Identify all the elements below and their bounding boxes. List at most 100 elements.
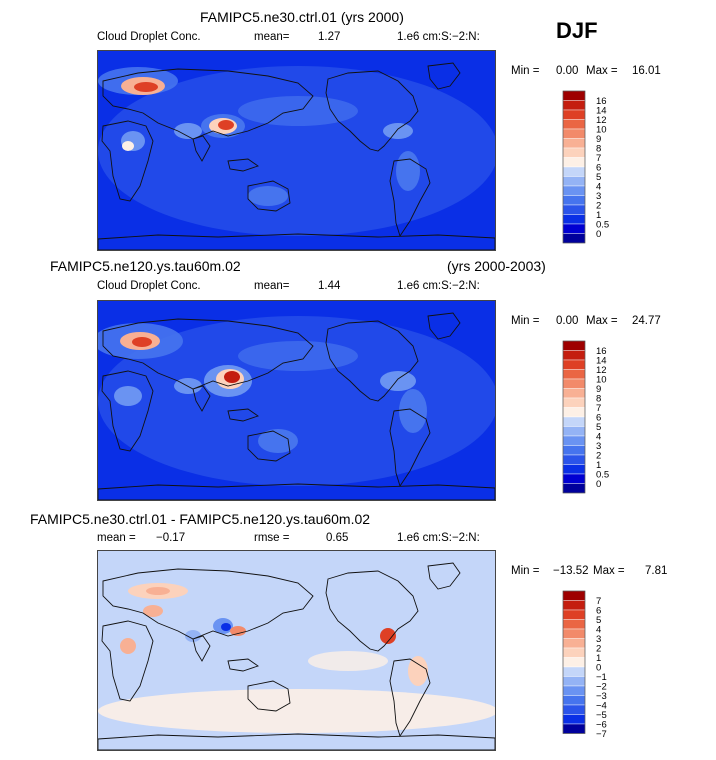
panel3-colorbar-swatch <box>562 647 586 658</box>
panel1-colorbar-tick-label: 5 <box>596 172 601 183</box>
panel2-colorbar-swatch <box>562 426 586 437</box>
panel2-field-region <box>258 429 298 453</box>
panel1-colorbar-tick-label: 0.5 <box>596 220 609 231</box>
panel2-field-region <box>380 371 416 391</box>
panel1-colorbar-tick-label: 8 <box>596 144 601 155</box>
panel2-colorbar-swatch <box>562 407 586 418</box>
panel1-variable: Cloud Droplet Conc. <box>97 31 201 43</box>
panel2-colorbar-swatch <box>562 445 586 456</box>
panel3-colorbar-swatch <box>562 609 586 620</box>
panel3-min-value: −13.52 <box>553 565 589 577</box>
panel2-coastline <box>98 483 495 500</box>
panel2-title-right: (yrs 2000-2003) <box>447 258 546 274</box>
panel1-colorbar-tick-label: 6 <box>596 163 601 174</box>
panel2-colorbar-swatch <box>562 454 586 465</box>
panel2-colorbar-tick-label: 7 <box>596 403 601 414</box>
panel1-colorbar-swatch <box>562 119 586 130</box>
panel1-coastline <box>247 180 291 212</box>
panel1-colorbar-swatch <box>562 214 586 225</box>
panel1-coastline <box>98 233 495 250</box>
panel3-field-region <box>408 656 428 686</box>
panel2-field-region <box>238 341 358 371</box>
panel2-colorbar-tick-label: 9 <box>596 384 601 395</box>
panel1-min-value: 0.00 <box>556 65 579 77</box>
panel3-colorbar-tick-label: −6 <box>596 720 607 731</box>
panel3-mean-value: −0.17 <box>156 532 186 544</box>
panel2-colorbar-swatch <box>562 350 586 361</box>
panel2-colorbar-tick-label: 0.5 <box>596 470 609 481</box>
panel1-colorbar-swatch <box>562 195 586 206</box>
season-label: DJF <box>556 18 598 43</box>
panel2-coastline <box>427 312 461 340</box>
panel3-colorbar-tick-label: −7 <box>596 729 607 740</box>
panel1-field-region <box>396 151 420 191</box>
panel2-min-label: Min = <box>511 315 540 327</box>
panel1-colorbar-tick-label: 0 <box>596 229 601 240</box>
panel1-mean-value: 1.27 <box>318 31 341 43</box>
panel1-field-region <box>238 96 358 126</box>
panel2-colorbar-tick-label: 14 <box>596 356 607 367</box>
panel2-colorbar-tick-label: 3 <box>596 441 601 452</box>
panel3-colorbar-tick-label: −5 <box>596 710 607 721</box>
panel3-colorbar-swatch <box>562 619 586 630</box>
panel2-colorbar-tick-label: 0 <box>596 479 601 490</box>
panel2-colorbar-swatch <box>562 464 586 475</box>
panel1-colorbar-swatch <box>562 157 586 168</box>
panel1-colorbar-swatch <box>562 138 586 149</box>
panel1-colorbar-tick-label: 4 <box>596 182 601 193</box>
panel1-colorbar-frame <box>562 90 586 244</box>
panel1-colorbar-swatch <box>562 176 586 187</box>
panel1-coastline <box>101 120 154 202</box>
panel3-colorbar-tick-label: 2 <box>596 644 601 655</box>
panel3-colorbar-tick-label: 4 <box>596 625 601 636</box>
panel2-coastline <box>247 430 291 462</box>
panel3-colorbar-swatch <box>562 676 586 687</box>
panel1-max-value: 16.01 <box>632 65 661 77</box>
panel1-min-label: Min = <box>511 65 540 77</box>
panel1-colorbar-swatch <box>562 185 586 196</box>
panel1-field-region <box>383 123 413 139</box>
panel2-field-region <box>132 337 152 347</box>
panel1-mean-label: mean= <box>254 31 290 43</box>
panel2-colorbar-tick-label: 2 <box>596 451 601 462</box>
panel1-colorbar-swatch <box>562 166 586 177</box>
panel2-colorbar-swatch <box>562 483 586 494</box>
panel3-map-svg <box>98 551 495 750</box>
panel3-colorbar-tick-label: 6 <box>596 606 601 617</box>
panel2-coastline <box>101 370 154 452</box>
panel1-units: 1.e6 cm:S:−2:N: <box>397 31 480 43</box>
panel3-colorbar-tick-label: 7 <box>596 596 601 607</box>
panel3-colorbar-swatch <box>562 704 586 715</box>
panel3-field-region <box>230 626 246 636</box>
panel1-colorbar-tick-label: 12 <box>596 115 607 126</box>
panel3-max-value: 7.81 <box>645 565 668 577</box>
panel2-colorbar-swatch <box>562 388 586 399</box>
panel2-title-left: FAMIPC5.ne120.ys.tau60m.02 <box>50 258 241 274</box>
panel3-coastline <box>227 658 259 672</box>
panel3-field-region <box>120 638 136 654</box>
panel3-coastline <box>389 658 431 738</box>
panel2-coastline <box>389 408 431 488</box>
panel3-colorbar-frame <box>562 590 586 734</box>
panel3-colorbar-swatch <box>562 714 586 725</box>
panel3-colorbar-swatch <box>562 657 586 668</box>
panel3-coastline <box>102 568 314 640</box>
panel3-colorbar-swatch <box>562 723 586 734</box>
panel3-max-label: Max = <box>593 565 625 577</box>
panel3-colorbar-tick-label: 5 <box>596 615 601 626</box>
panel1-map <box>97 50 496 251</box>
panel1-map-svg <box>98 51 495 250</box>
panel3-colorbar-tick-label: 3 <box>596 634 601 645</box>
panel3-rmse-label: rmse = <box>254 532 290 544</box>
panel2-colorbar-tick-label: 10 <box>596 375 607 386</box>
panel2-colorbar-frame <box>562 340 586 494</box>
panel2-map-svg <box>98 301 495 500</box>
panel1-colorbar-tick-label: 7 <box>596 153 601 164</box>
panel2-colorbar-tick-label: 6 <box>596 413 601 424</box>
panel2-max-label: Max = <box>586 315 618 327</box>
panel2-min-value: 0.00 <box>556 315 579 327</box>
panel1-colorbar-swatch <box>562 100 586 111</box>
panel3-coastline <box>101 620 154 702</box>
